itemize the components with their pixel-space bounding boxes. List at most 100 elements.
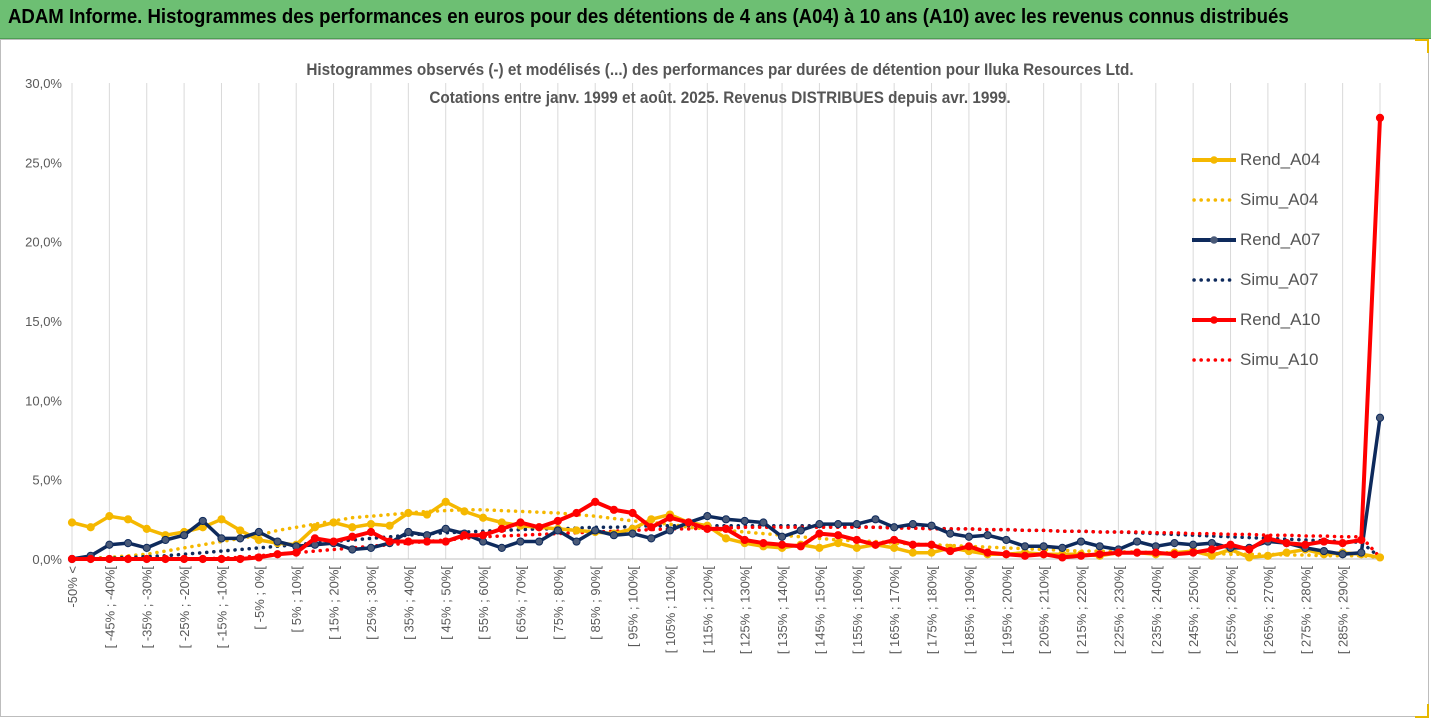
chart-frame [0,39,1429,717]
data-point [777,532,787,541]
chart-title-line1: Histogrammes observés (-) et modélisés (… [306,60,1134,79]
data-point [236,554,245,564]
data-point [740,535,749,545]
data-point [1375,413,1385,422]
data-point [516,537,525,546]
data-point [946,529,955,538]
x-tick-label: [ 245% ; 250%[ [1186,566,1201,655]
data-point [1357,548,1366,557]
y-tick-label: 5,0% [32,473,62,488]
data-point [1375,113,1385,123]
data-point [908,519,917,529]
data-point [422,537,432,546]
legend-label: Rend_A07 [1240,230,1321,249]
data-point [759,518,768,527]
data-point [834,539,843,548]
data-point [647,534,656,543]
data-point [740,516,749,526]
data-point [777,540,787,549]
data-point [964,542,974,551]
data-point [852,519,861,529]
data-point [310,523,320,532]
data-point [1058,553,1067,562]
legend-item: Rend_A10 [1190,308,1380,348]
frame-corner-bottom-right [1415,704,1429,718]
data-point [1151,548,1160,557]
data-point [796,542,805,551]
data-point [721,515,731,524]
x-tick-label: [ -15% ; -10%[ [214,566,229,649]
legend-label: Rend_A10 [1240,310,1321,329]
data-point [628,529,637,538]
data-point [292,548,301,557]
data-point [721,534,731,543]
legend-label: Simu_A10 [1240,350,1319,369]
data-point [890,523,899,532]
y-tick-label: 20,0% [25,235,62,250]
gridlines [71,83,1381,559]
data-point [161,535,170,545]
data-point [572,526,581,535]
data-point [1319,537,1329,546]
report-banner: ADAM Informe. Histogrammes des performan… [0,0,1431,39]
data-point [1263,551,1272,560]
data-point [796,526,805,535]
data-point [609,531,618,540]
data-point [161,554,170,564]
data-point [759,539,768,548]
data-point [815,543,824,552]
data-point [946,546,955,556]
data-point [834,531,843,540]
legend-item: Rend_A07 [1190,228,1380,268]
legend-swatch [1192,316,1236,324]
x-tick-label: [ 155% ; 160%[ [850,566,865,655]
data-point [815,519,824,529]
data-point [142,543,151,552]
x-tick-label: [ 145% ; 150%[ [812,566,827,655]
data-point [180,531,189,540]
x-tick-label: [ 15% ; 20%[ [327,566,342,640]
data-point [983,531,992,540]
x-tick-label: [ 45% ; 50%[ [439,566,454,640]
data-point [1189,540,1198,549]
data-point [665,526,675,535]
x-tick-label: [ -35% ; -30%[ [140,566,155,649]
data-point [460,507,469,516]
data-point [180,554,189,564]
data-point [385,537,394,546]
y-tick-label: 30,0% [25,76,62,91]
data-point [198,516,207,526]
x-tick-label: [ 175% ; 180%[ [925,566,940,655]
data-point [665,513,675,522]
x-tick-label: [ -25% ; -20%[ [177,566,192,649]
data-point [1245,553,1254,562]
data-point [647,515,656,524]
data-point [1020,551,1030,560]
data-point [1357,535,1366,545]
data-point [254,527,263,537]
data-point [927,540,936,549]
data-point [647,523,656,532]
data-point [908,540,917,549]
y-tick-label: 0,0% [32,552,62,567]
legend-swatch [1192,278,1236,282]
data-point [254,553,263,562]
data-point [721,524,731,533]
x-tick-label: [ 255% ; 260%[ [1224,566,1239,655]
x-tick-label: [ 5% ; 10%[ [289,566,304,633]
data-point [1301,540,1310,549]
data-point [1002,535,1011,545]
legend-item: Simu_A07 [1190,268,1380,308]
data-point [1020,542,1030,551]
frame-corner-top-right [1415,39,1429,53]
report-title: ADAM Informe. Histogrammes des performan… [8,6,1289,28]
x-tick-label: [ 165% ; 170%[ [887,566,902,655]
data-point [236,526,245,535]
data-point [1207,545,1216,554]
x-tick-label: [ 135% ; 140%[ [775,566,790,655]
x-tick-labels: -50% < [ -45% ; -40%[[ -35% ; -30%[[ -25%… [65,566,1351,655]
data-point [366,543,376,552]
data-point [927,521,936,530]
chart-legend: Rend_A04 Simu_A04 Rend_A07 Simu_A07 Rend_A10… [1190,148,1380,388]
